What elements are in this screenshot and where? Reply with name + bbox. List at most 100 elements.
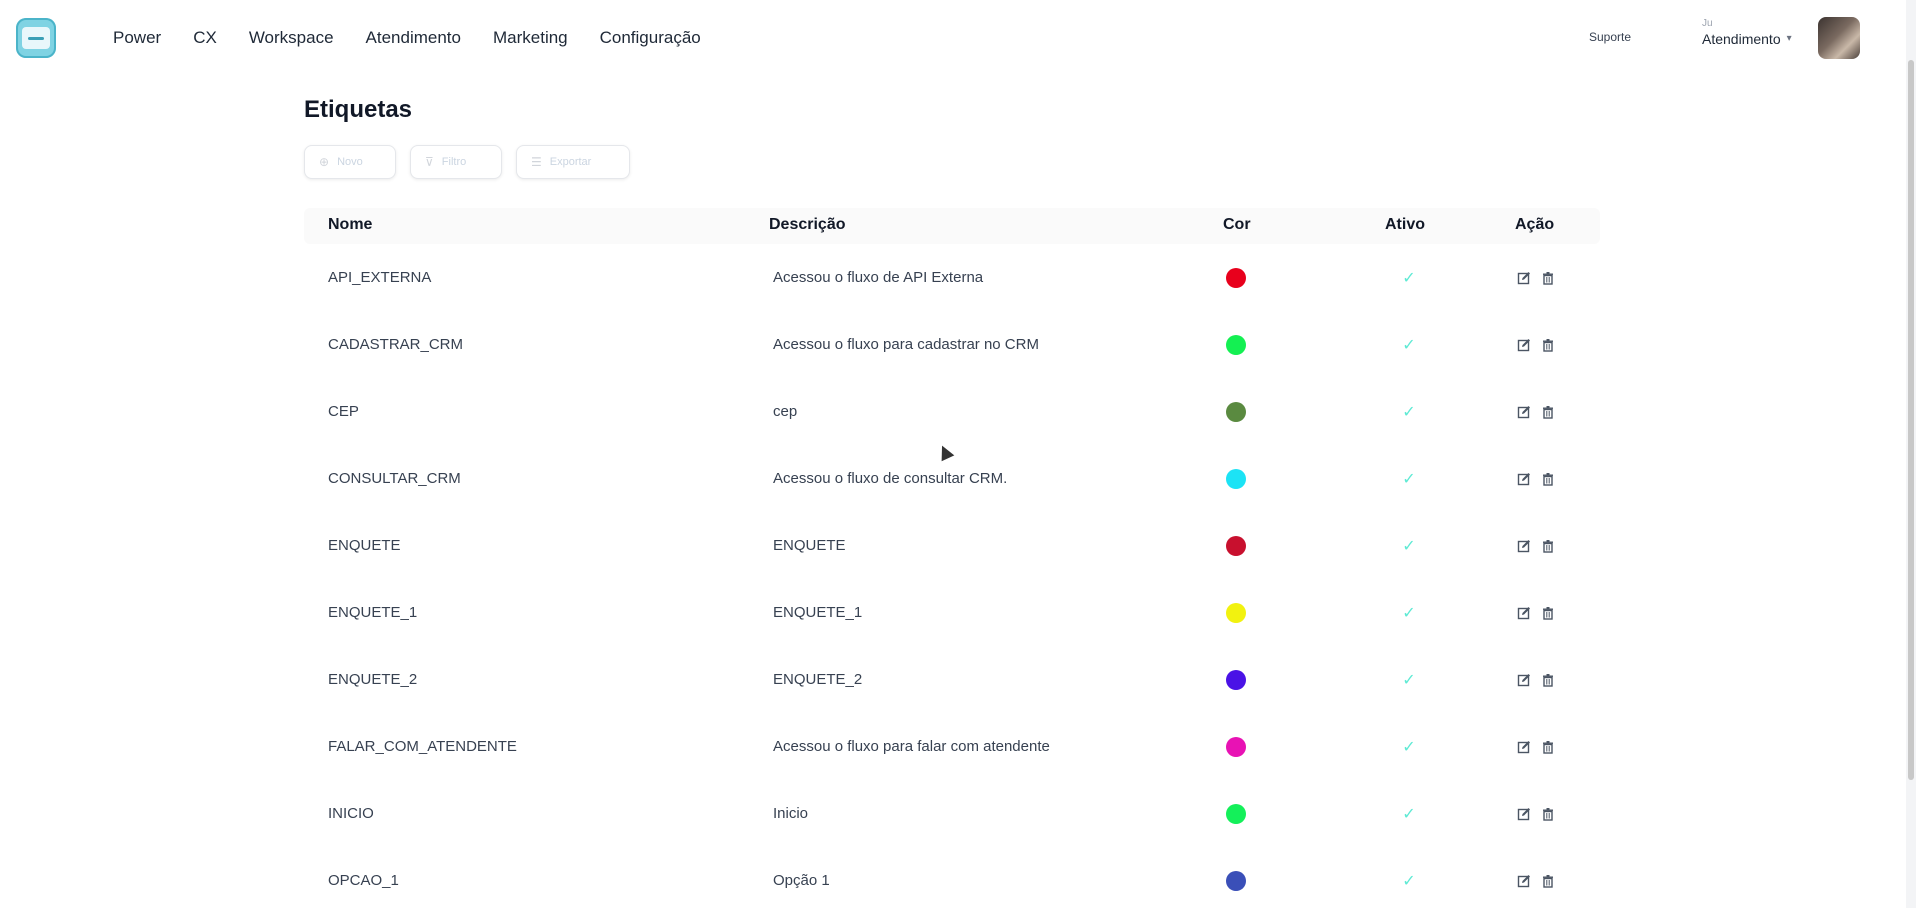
tag-description: Acessou o fluxo de consultar CRM. [773,470,1008,487]
filter-icon: ⊽ [425,155,434,169]
cell-ativo: ✓ [1394,780,1424,847]
tag-name: INICIO [328,805,374,822]
color-swatch [1226,602,1246,623]
edit-icon[interactable] [1517,271,1531,285]
color-swatch [1226,535,1246,556]
cell-acao [1517,780,1565,847]
cell-acao [1517,847,1565,908]
column-header-descricao[interactable]: Descrição [769,216,846,233]
tag-name: ENQUETE [328,537,401,554]
edit-icon[interactable] [1517,740,1531,754]
table-row[interactable]: ENQUETE_2 ENQUETE_2 ✓ [304,646,1600,713]
check-icon: ✓ [1402,470,1416,488]
color-swatch [1226,870,1246,891]
edit-icon[interactable] [1517,472,1531,486]
check-icon: ✓ [1402,336,1416,354]
trash-icon[interactable] [1541,338,1555,352]
trash-icon[interactable] [1541,539,1555,553]
filter-button-label: Filtro [441,156,467,168]
table-row[interactable]: ENQUETE ENQUETE ✓ [304,512,1600,579]
tag-name: CADASTRAR_CRM [328,336,464,353]
trash-icon[interactable] [1541,740,1555,754]
nav-item-marketing[interactable]: Marketing [492,28,568,47]
edit-icon[interactable] [1517,539,1531,553]
tag-name: OPCAO_1 [328,872,399,889]
user-menu[interactable]: Ju Atendimento ▾ [1702,18,1822,48]
trash-icon[interactable] [1541,807,1555,821]
edit-icon[interactable] [1517,405,1531,419]
tags-table: Nome Descrição Cor Ativo Ação API_EXTERN… [304,208,1600,908]
column-header-acao: Ação [1515,216,1555,233]
tag-name: CONSULTAR_CRM [328,470,461,487]
table-row[interactable]: CONSULTAR_CRM Acessou o fluxo de consulta… [304,445,1600,512]
check-icon: ✓ [1402,671,1416,689]
tag-description: Acessou o fluxo para falar com atendente [773,738,1050,755]
tag-name: CEP [328,403,359,420]
color-swatch [1226,267,1246,288]
tag-description: ENQUETE_1 [773,604,863,621]
support-link[interactable]: Suporte [1589,30,1632,44]
cell-ativo: ✓ [1394,311,1424,378]
scrollbar-thumb[interactable] [1908,60,1914,780]
table-row[interactable]: ENQUETE_1 ENQUETE_1 ✓ [304,579,1600,646]
cell-nome: OPCAO_1 [328,847,399,908]
table-row[interactable]: CEP cep ✓ [304,378,1600,445]
cell-nome: CONSULTAR_CRM [328,445,461,512]
user-department-label: Atendimento [1702,31,1781,47]
check-icon: ✓ [1402,738,1416,756]
column-header-cor[interactable]: Cor [1223,216,1251,233]
new-button-label: Novo [337,156,363,168]
trash-icon[interactable] [1541,472,1555,486]
trash-icon[interactable] [1541,606,1555,620]
tag-description: cep [773,403,798,420]
edit-icon[interactable] [1517,673,1531,687]
user-department[interactable]: Atendimento ▾ [1702,30,1822,48]
chevron-down-icon[interactable]: ▾ [1786,33,1792,44]
trash-icon[interactable] [1541,874,1555,888]
nav-item-configuracao[interactable]: Configuração [599,28,701,47]
column-header-ativo[interactable]: Ativo [1385,216,1425,233]
cell-acao [1517,311,1565,378]
cell-nome: CADASTRAR_CRM [328,311,463,378]
color-swatch [1226,334,1246,355]
plus-icon: ⊕ [319,155,330,169]
nav-item-atendimento[interactable]: Atendimento [365,28,461,47]
export-button[interactable]: ☰ Exportar [516,145,630,179]
cell-cor [1226,579,1246,646]
export-icon: ☰ [531,155,542,169]
check-icon: ✓ [1402,872,1416,890]
filter-button[interactable]: ⊽ Filtro [410,145,502,179]
avatar[interactable] [1818,17,1860,59]
edit-icon[interactable] [1517,338,1531,352]
cell-descricao: Acessou o fluxo de consultar CRM. [773,445,1007,512]
nav-item-workspace[interactable]: Workspace [248,28,334,47]
trash-icon[interactable] [1541,673,1555,687]
column-header-nome[interactable]: Nome [328,216,373,233]
tag-name: ENQUETE_1 [328,604,418,621]
trash-icon[interactable] [1541,271,1555,285]
edit-icon[interactable] [1517,606,1531,620]
cell-cor [1226,378,1246,445]
nav-item-power[interactable]: Power [113,28,162,47]
tag-description: Acessou o fluxo de API Externa [773,269,984,286]
cell-acao [1517,646,1565,713]
table-row[interactable]: INICIO Inicio ✓ [304,780,1600,847]
cell-ativo: ✓ [1394,512,1424,579]
cell-acao [1517,579,1565,646]
edit-icon[interactable] [1517,874,1531,888]
cell-acao [1517,445,1565,512]
new-button[interactable]: ⊕ Novo [304,145,396,179]
trash-icon[interactable] [1541,405,1555,419]
cell-acao [1517,512,1565,579]
table-row[interactable]: API_EXTERNA Acessou o fluxo de API Extern… [304,244,1600,311]
app-logo-icon[interactable] [16,18,56,58]
cell-descricao: Inicio [773,780,808,847]
edit-icon[interactable] [1517,807,1531,821]
table-row[interactable]: FALAR_COM_ATENDENTE Acessou o fluxo para … [304,713,1600,780]
nav-item-cx[interactable]: CX [193,28,217,47]
cell-acao [1517,244,1565,311]
cell-ativo: ✓ [1394,244,1424,311]
table-row[interactable]: CADASTRAR_CRM Acessou o fluxo para cadast… [304,311,1600,378]
check-icon: ✓ [1402,269,1416,287]
table-row[interactable]: OPCAO_1 Opção 1 ✓ [304,847,1600,908]
